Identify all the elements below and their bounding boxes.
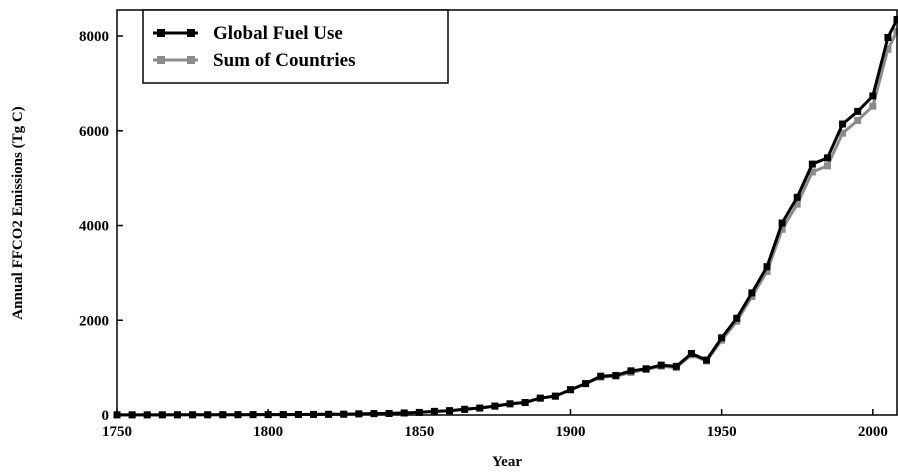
marker: [778, 219, 786, 227]
marker: [869, 92, 877, 100]
marker: [491, 402, 499, 410]
marker: [476, 404, 484, 412]
y-tick-label: 2000: [79, 313, 109, 329]
marker: [763, 263, 771, 271]
marker: [823, 154, 831, 162]
marker: [893, 27, 898, 35]
marker: [763, 267, 771, 275]
marker: [884, 33, 892, 41]
y-tick-label: 6000: [79, 124, 109, 140]
marker: [839, 129, 847, 137]
marker: [718, 334, 726, 342]
plot-frame: [116, 9, 898, 416]
marker: [672, 362, 680, 370]
legend-marker: [157, 56, 165, 64]
marker: [687, 349, 695, 357]
marker: [385, 409, 393, 417]
marker: [446, 407, 454, 415]
marker: [793, 193, 801, 201]
marker: [657, 361, 665, 369]
legend-box: [142, 9, 449, 84]
marker: [884, 45, 892, 53]
marker: [748, 289, 756, 297]
y-tick-label: 0: [102, 408, 110, 424]
marker: [430, 407, 438, 415]
marker: [536, 394, 544, 402]
y-tick-label: 4000: [79, 219, 109, 235]
marker: [415, 408, 423, 416]
x-tick-label: 1800: [253, 424, 283, 440]
marker: [854, 116, 862, 124]
x-tick-label: 2000: [858, 424, 888, 440]
marker: [506, 400, 514, 408]
marker: [597, 372, 605, 380]
marker: [627, 367, 635, 375]
y-axis-label: Annual FFCO2 Emissions (Tg C): [10, 106, 26, 319]
marker: [355, 410, 363, 418]
marker: [461, 405, 469, 413]
marker: [869, 102, 877, 110]
x-tick-label: 1850: [404, 424, 434, 440]
marker: [808, 168, 816, 176]
marker: [808, 160, 816, 168]
marker: [566, 386, 574, 394]
marker: [370, 410, 378, 418]
legend-marker: [187, 56, 195, 64]
x-tick-label: 1900: [555, 424, 585, 440]
x-tick-label: 1950: [707, 424, 737, 440]
legend-marker: [187, 29, 195, 37]
x-tick-label: 1750: [102, 424, 132, 440]
marker: [839, 120, 847, 128]
marker: [854, 107, 862, 115]
legend-label: Global Fuel Use: [213, 23, 343, 44]
marker: [642, 365, 650, 373]
x-axis-label: Year: [492, 454, 522, 470]
marker: [340, 410, 348, 418]
marker: [400, 409, 408, 417]
marker: [521, 398, 529, 406]
marker: [551, 392, 559, 400]
legend-marker: [157, 29, 165, 37]
y-tick-label: 8000: [79, 29, 109, 45]
marker: [733, 314, 741, 322]
marker: [823, 162, 831, 170]
legend-label: Sum of Countries: [213, 50, 356, 71]
marker: [778, 225, 786, 233]
marker: [793, 200, 801, 208]
marker: [703, 356, 711, 364]
marker: [582, 380, 590, 388]
marker: [612, 371, 620, 379]
marker: [893, 15, 898, 23]
marker: [748, 293, 756, 301]
